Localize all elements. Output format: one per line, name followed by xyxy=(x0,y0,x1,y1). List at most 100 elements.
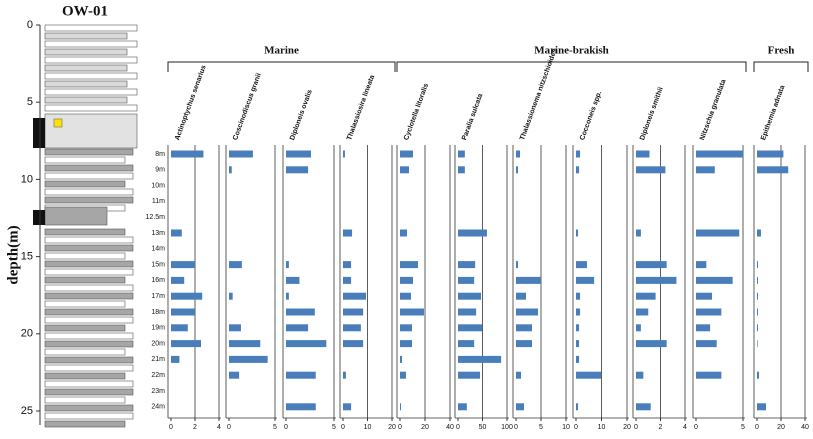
layer xyxy=(44,300,126,308)
layer xyxy=(44,284,134,292)
layer xyxy=(44,308,134,316)
bar xyxy=(757,150,784,158)
depth-tick-label: 10 xyxy=(21,173,33,185)
bar xyxy=(400,371,406,379)
bar xyxy=(400,150,413,158)
bar xyxy=(458,371,481,379)
category-label: 16m xyxy=(151,277,165,284)
layer xyxy=(44,252,126,260)
category-label: 10m xyxy=(151,182,165,189)
layer xyxy=(44,228,126,236)
x-tick-label: 0 xyxy=(398,424,402,431)
bar xyxy=(458,166,465,174)
bar xyxy=(516,276,541,284)
bar xyxy=(458,308,477,316)
layer xyxy=(44,88,138,96)
layer xyxy=(44,156,126,164)
category-label: 14m xyxy=(151,246,165,253)
bar xyxy=(458,292,482,300)
bar xyxy=(516,308,538,316)
bar xyxy=(343,308,364,316)
bar xyxy=(171,292,203,300)
group-name: Fresh xyxy=(768,45,795,57)
bar xyxy=(343,276,352,284)
bar xyxy=(576,324,580,332)
layer xyxy=(44,180,126,188)
layer xyxy=(44,148,134,156)
layer xyxy=(44,32,128,40)
layer xyxy=(44,396,126,404)
bar xyxy=(229,371,240,379)
group-name: Marine xyxy=(264,45,299,57)
category-label: 8m xyxy=(155,151,165,158)
layer xyxy=(44,412,134,420)
layer xyxy=(44,332,134,340)
bar xyxy=(516,403,524,411)
layer xyxy=(44,404,134,412)
bar xyxy=(576,150,581,158)
x-tick-label: 4 xyxy=(217,424,221,431)
layer xyxy=(44,188,134,196)
black-block xyxy=(33,210,45,225)
layer xyxy=(44,268,134,276)
bar xyxy=(343,324,361,332)
layer xyxy=(44,236,134,244)
bar xyxy=(636,276,677,284)
bar xyxy=(757,371,760,379)
bar xyxy=(696,308,722,316)
x-tick-label: 0 xyxy=(341,424,345,431)
column-title: OW-01 xyxy=(62,3,108,19)
layer xyxy=(44,340,134,348)
layer xyxy=(44,206,108,226)
bar xyxy=(757,403,766,411)
group-bracket xyxy=(167,61,396,72)
bar xyxy=(636,340,667,348)
x-tick-label: 10 xyxy=(364,424,372,431)
bar xyxy=(400,355,402,363)
bar xyxy=(171,150,204,158)
bar xyxy=(171,261,195,269)
bar xyxy=(757,261,758,269)
bar xyxy=(696,371,722,379)
category-label: 21m xyxy=(151,356,165,363)
x-tick-label: 40 xyxy=(801,424,809,431)
bar xyxy=(286,340,327,348)
bar xyxy=(343,371,346,379)
bar xyxy=(286,276,300,284)
series-name: Actinoptychus senarius xyxy=(174,64,208,141)
series-name: Thalassiosira lineata xyxy=(346,74,376,141)
bar xyxy=(229,150,253,158)
x-tick-label: 10 xyxy=(598,424,606,431)
x-tick-label: 0 xyxy=(514,424,518,431)
bar xyxy=(400,308,424,316)
bar xyxy=(400,340,412,348)
layer xyxy=(44,420,126,428)
category-label: 17m xyxy=(151,293,165,300)
bar xyxy=(286,324,309,332)
layer xyxy=(44,316,134,324)
series-name: Cocconeis spp. xyxy=(579,90,603,141)
bar xyxy=(516,150,520,158)
layer xyxy=(44,244,134,252)
x-tick-label: 0 xyxy=(284,424,288,431)
bar xyxy=(636,292,656,300)
layer xyxy=(44,104,138,112)
category-label: 18m xyxy=(151,309,165,316)
layer xyxy=(44,56,138,64)
x-tick-label: 10 xyxy=(562,424,570,431)
layer xyxy=(44,380,134,388)
bar xyxy=(696,166,715,174)
bar xyxy=(636,371,644,379)
bar xyxy=(458,340,475,348)
bar xyxy=(343,229,353,237)
layer xyxy=(44,48,128,56)
bar xyxy=(229,261,242,269)
x-tick-label: 100 xyxy=(501,424,513,431)
x-tick-label: 5 xyxy=(539,424,543,431)
x-tick-label: 0 xyxy=(456,424,460,431)
depth-tick-label: 5 xyxy=(27,96,33,108)
layer xyxy=(44,196,134,204)
bar xyxy=(229,355,268,363)
bar xyxy=(636,324,641,332)
